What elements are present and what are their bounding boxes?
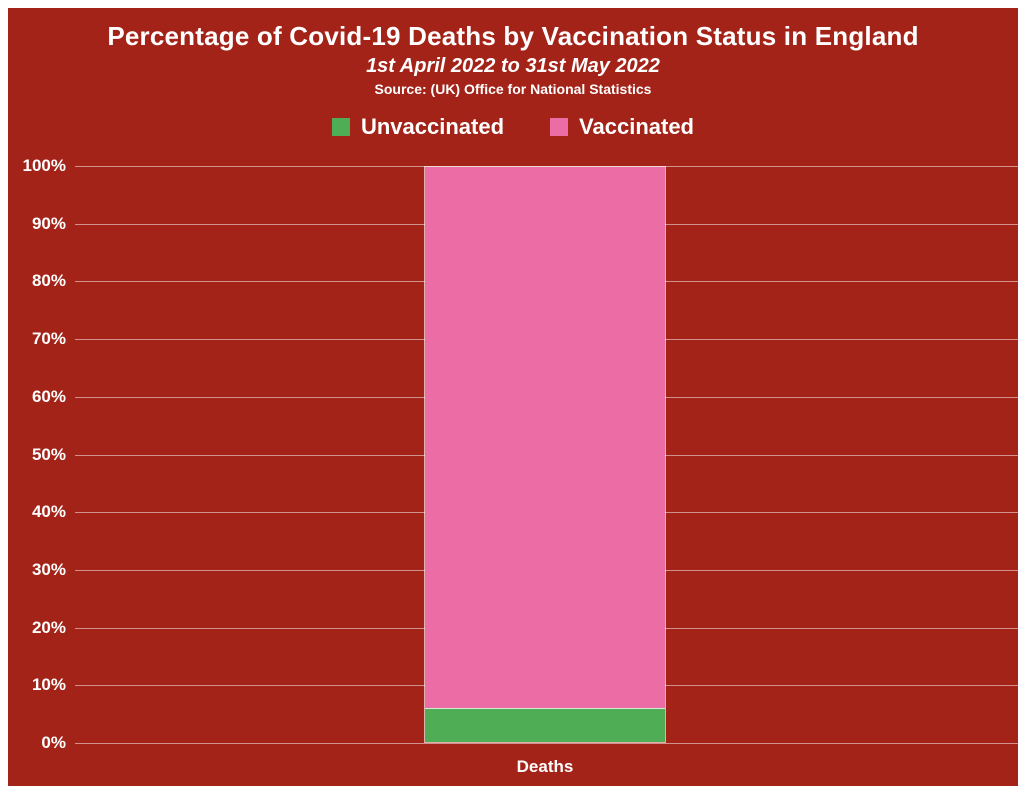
y-tick-label-70: 70% <box>31 329 66 349</box>
vaccinated-swatch-icon <box>550 118 569 136</box>
y-tick-label-10: 10% <box>31 675 66 695</box>
unvaccinated-swatch-icon <box>331 118 350 136</box>
deaths-bar <box>424 166 666 743</box>
y-tick-label-100: 100% <box>22 156 66 175</box>
x-axis-label: Deaths <box>516 757 574 776</box>
legend: Unvaccinated Vaccinated <box>8 114 1018 140</box>
y-tick-label-40: 40% <box>31 502 66 522</box>
plot-area: Deaths 0% 10% 20% 30% 40% 50% 60% 70% 80% 90% 100% <box>23 156 1018 776</box>
unvaccinated-segment <box>425 707 665 742</box>
legend-item-unvaccinated: Unvaccinated <box>331 114 505 140</box>
legend-item-vaccinated: Vaccinated <box>550 114 694 140</box>
legend-label-vaccinated: Vaccinated <box>579 114 694 139</box>
chart-source: Source: (UK) Office for National Statist… <box>374 81 652 97</box>
chart-canvas: Percentage of Covid-19 Deaths by Vaccina… <box>8 8 1018 786</box>
y-tick-label-30: 30% <box>31 559 66 579</box>
grid-line-0 <box>75 743 1018 744</box>
y-tick-label-60: 60% <box>31 386 66 406</box>
chart-subtitle: 1st April 2022 to 31st May 2022 <box>366 55 660 77</box>
y-tick-label-90: 90% <box>31 213 66 233</box>
chart-title: Percentage of Covid-19 Deaths by Vaccina… <box>107 21 919 51</box>
y-tick-label-20: 20% <box>31 617 66 637</box>
y-tick-label-50: 50% <box>31 444 66 464</box>
legend-label-unvaccinated: Unvaccinated <box>360 114 505 139</box>
y-tick-label-80: 80% <box>31 271 66 291</box>
y-tick-label-0: 0% <box>41 733 66 752</box>
vaccinated-segment <box>425 167 665 708</box>
